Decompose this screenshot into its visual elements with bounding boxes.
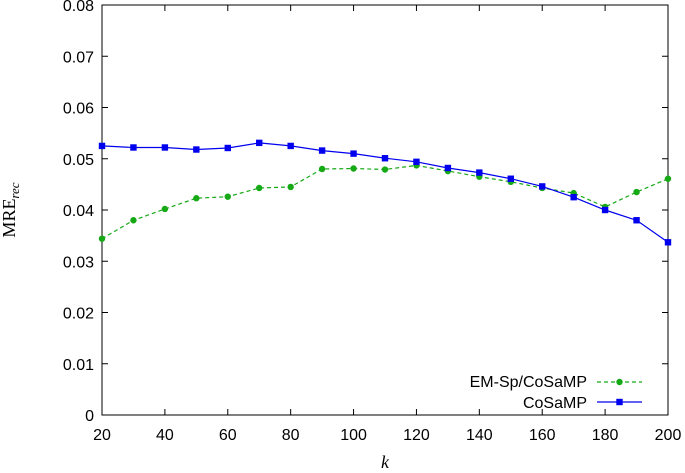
data-point (539, 183, 546, 190)
data-point (633, 188, 640, 196)
data-point (381, 155, 389, 162)
data-point (444, 164, 452, 172)
x-tick-label: 140 (466, 427, 493, 444)
data-point (130, 217, 137, 224)
data-point (507, 175, 514, 182)
data-point (130, 144, 137, 151)
y-tick-label: 0.01 (63, 357, 94, 374)
x-tick-label: 160 (529, 427, 556, 444)
data-point (476, 169, 483, 176)
data-point (287, 142, 294, 150)
axis-ticks (101, 4, 669, 416)
legend: EM-Sp/CoSaMP CoSaMP (470, 374, 642, 412)
data-point (633, 217, 640, 224)
x-tick-label: 100 (340, 427, 367, 444)
data-point (224, 193, 231, 200)
legend-marker-1 (616, 398, 623, 406)
data-point (256, 139, 263, 147)
legend-label-0: EM-Sp/CoSaMP (470, 374, 587, 391)
x-tick-label: 180 (592, 427, 619, 444)
y-axis-label-main: MRE (0, 199, 19, 238)
y-tick-label: 0.05 (63, 152, 94, 169)
data-point (664, 239, 672, 246)
x-axis-label: k (381, 452, 390, 472)
data-point (193, 195, 200, 202)
x-tick-label: 20 (93, 427, 111, 444)
x-tick-label: 80 (282, 427, 300, 444)
data-point (224, 144, 231, 152)
data-point (413, 158, 420, 166)
legend-label-1: CoSaMP (523, 395, 587, 412)
data-point (318, 165, 326, 173)
y-tick-label: 0.04 (63, 203, 94, 220)
series-1 (98, 139, 672, 246)
x-tick-label: 60 (219, 427, 237, 444)
plot-frame (101, 4, 669, 416)
data-point (350, 150, 357, 157)
x-tick-label: 200 (655, 427, 682, 444)
data-point (381, 166, 389, 173)
data-point (318, 147, 326, 154)
y-tick-label: 0.06 (63, 101, 94, 118)
y-tick-label: 0 (85, 408, 94, 425)
data-point (664, 175, 672, 182)
data-point (256, 184, 263, 192)
y-tick-labels: 0 0.01 0.02 0.03 0.04 0.05 0.06 0.07 0.08 (63, 0, 94, 425)
data-point (161, 205, 169, 213)
y-tick-label: 0.03 (63, 254, 94, 271)
y-axis-label: MRErec (0, 182, 22, 237)
data-point (161, 144, 169, 151)
data-point (98, 235, 106, 242)
data-point (98, 142, 106, 150)
x-tick-label: 40 (156, 427, 174, 444)
y-tick-label: 0.08 (63, 0, 94, 15)
x-tick-label: 120 (403, 427, 430, 444)
series-line (101, 164, 669, 240)
data-point (350, 165, 357, 172)
data-point (287, 183, 294, 191)
y-tick-label: 0.02 (63, 306, 94, 323)
data-point (570, 193, 577, 201)
legend-marker-0 (616, 378, 623, 386)
y-tick-label: 0.07 (63, 49, 94, 66)
data-point (193, 146, 200, 153)
data-point (601, 206, 609, 214)
series-layer (98, 139, 672, 246)
x-tick-labels: 20 40 60 80 100 120 140 160 180 200 (93, 427, 681, 444)
y-axis-label-subscript: rec (7, 182, 22, 198)
